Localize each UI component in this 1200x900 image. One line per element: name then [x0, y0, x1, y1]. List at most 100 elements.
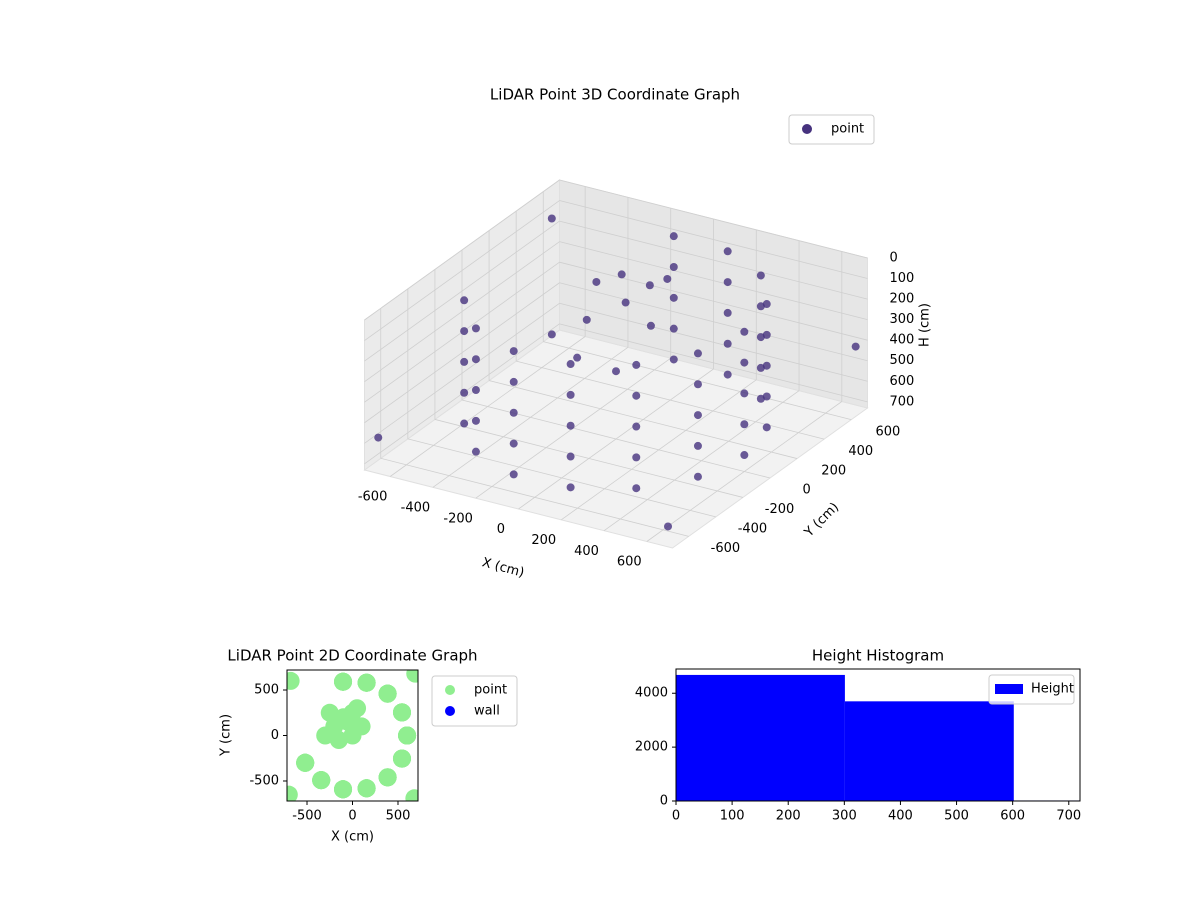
point [312, 771, 331, 790]
x-tick-label: 500 [386, 809, 411, 824]
grid-line [488, 380, 798, 459]
z-tick-label: 100 [890, 271, 915, 286]
point [343, 726, 362, 745]
point [357, 673, 376, 692]
x-tick-label: 700 [1056, 809, 1081, 824]
point [460, 327, 469, 336]
legend-label: wall [474, 704, 500, 719]
point [632, 484, 641, 493]
legend-label: point [474, 683, 507, 698]
y-tick-label: 600 [875, 424, 900, 439]
x-tick-label: 500 [944, 809, 969, 824]
point [669, 263, 678, 272]
point [756, 394, 765, 403]
point [471, 416, 480, 425]
point [509, 470, 518, 479]
y-tick-label: -600 [711, 541, 741, 556]
grid-line [559, 261, 868, 341]
grid-line [559, 200, 868, 279]
point [566, 390, 575, 399]
grid-line [559, 302, 868, 382]
grid-line [559, 241, 868, 321]
point [646, 321, 655, 330]
point [320, 703, 339, 722]
point [460, 419, 469, 428]
point [723, 339, 732, 348]
x-tick-label: 600 [617, 555, 642, 570]
point [664, 522, 673, 531]
point [632, 391, 641, 400]
grid-line [364, 220, 560, 362]
point [509, 408, 518, 417]
z-tick-label: 300 [890, 312, 915, 327]
grid-line [516, 360, 825, 440]
point [740, 389, 749, 398]
grid-line [407, 438, 716, 518]
y-tick-label: 400 [848, 444, 873, 459]
y-tick-label: 2000 [635, 740, 668, 755]
point [756, 333, 765, 342]
x-tick-label: 400 [574, 544, 599, 559]
point [471, 386, 480, 395]
point [756, 363, 765, 372]
x-tick-label: 200 [531, 533, 556, 548]
z-tick-label: 700 [890, 394, 915, 409]
point [740, 451, 749, 460]
grid-line [364, 302, 560, 444]
axes-frame [675, 668, 1081, 802]
point [460, 357, 469, 366]
point [406, 670, 418, 683]
point [756, 271, 765, 280]
point [645, 281, 654, 290]
x-tick-label: -500 [292, 809, 322, 824]
x-tick-label: 0 [497, 522, 505, 537]
y-tick-label: 0 [802, 483, 810, 498]
point [566, 452, 575, 461]
z-tick-label: 500 [890, 353, 915, 368]
x-tick-label: -200 [443, 511, 473, 526]
grid-line [559, 220, 868, 300]
z-tick-label: 400 [890, 333, 915, 348]
legend-marker [802, 124, 812, 134]
point [348, 699, 367, 718]
legend-label: Height [1031, 682, 1074, 697]
x-tick-label: 100 [720, 809, 745, 824]
point [566, 483, 575, 492]
bar [676, 674, 845, 801]
point [509, 377, 518, 386]
point [287, 671, 300, 690]
point [693, 472, 702, 481]
point [547, 330, 556, 339]
point [612, 367, 620, 376]
point [632, 422, 641, 431]
chart-title: Height Histogram [812, 647, 944, 665]
z-tick-label: 200 [890, 292, 915, 307]
x-tick-label: 0 [672, 809, 680, 824]
grid-line [559, 179, 868, 259]
chart-title: LiDAR Point 3D Coordinate Graph [490, 86, 740, 104]
point [392, 749, 411, 768]
y-tick-label: 0 [271, 728, 279, 743]
y-tick-label: -400 [738, 522, 768, 537]
point [582, 315, 591, 324]
point [329, 731, 348, 750]
point [669, 324, 678, 333]
point [398, 726, 417, 745]
y-tick-label: 4000 [635, 686, 668, 701]
point [460, 296, 469, 305]
x-tick-label: 0 [348, 809, 356, 824]
chart-title: LiDAR Point 2D Coordinate Graph [227, 647, 477, 665]
point [316, 726, 335, 745]
point [693, 349, 702, 358]
point [669, 232, 678, 241]
y-tick-label: 200 [821, 463, 846, 478]
point [392, 703, 411, 722]
point [632, 360, 641, 369]
point [334, 672, 353, 691]
x-tick-label: 400 [888, 809, 913, 824]
point [740, 327, 749, 336]
point [374, 433, 383, 442]
y-tick-label: 0 [660, 794, 668, 809]
point [471, 447, 480, 456]
x-tick-label: -600 [358, 490, 388, 505]
